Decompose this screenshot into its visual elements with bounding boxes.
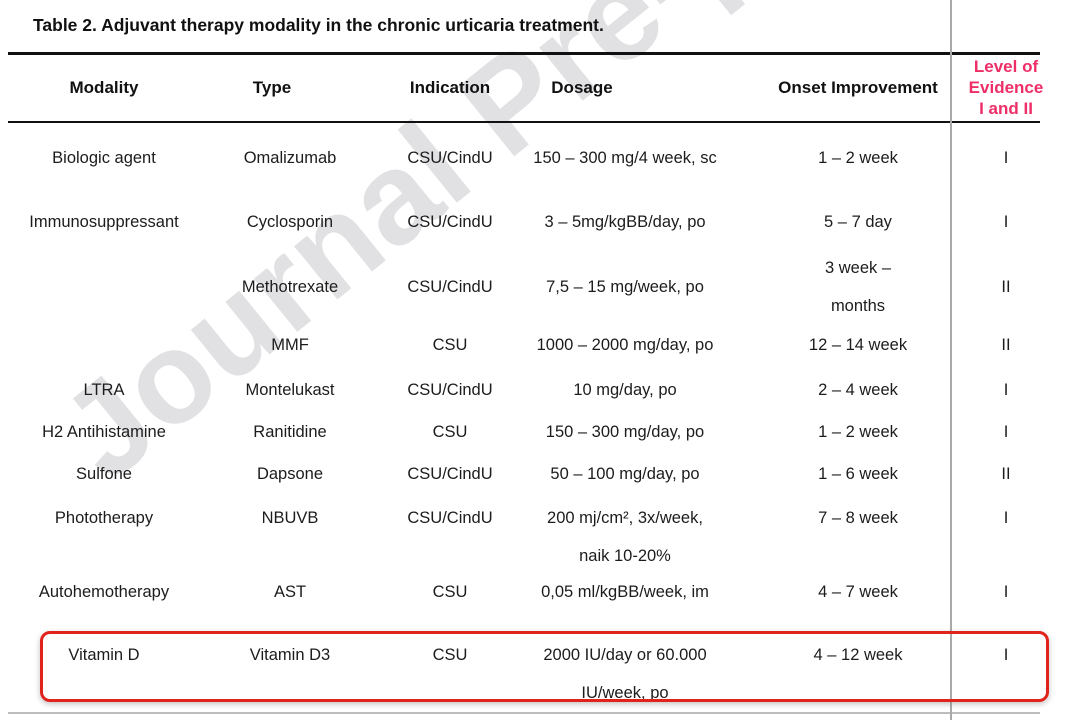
cell-evidence: I bbox=[1003, 380, 1009, 399]
cell-modality bbox=[8, 322, 200, 368]
cell-type: Ranitidine bbox=[253, 422, 327, 441]
cell-indication: CSU bbox=[432, 646, 468, 664]
cell-dosage: 50 – 100 mg/day, po bbox=[550, 464, 700, 483]
cell-onset: 2 – 4 week bbox=[818, 380, 898, 399]
cell-evidence: II bbox=[1001, 278, 1011, 296]
cell-modality: Phototherapy bbox=[54, 509, 154, 527]
cell-modality: H2 Antihistamine bbox=[42, 422, 166, 441]
cell-evidence: II bbox=[1001, 336, 1011, 354]
cell-indication: CSU/CindU bbox=[407, 148, 493, 167]
cell-indication: CSU bbox=[432, 336, 468, 354]
cell-onset: 1 – 2 week bbox=[818, 422, 898, 441]
cell-modality: Biologic agent bbox=[52, 148, 156, 167]
cell-modality: Autohemotherapy bbox=[38, 583, 170, 601]
table-header-rule bbox=[8, 121, 1040, 123]
table-header-row: Modality Type Indication Dosage Onset Im… bbox=[8, 54, 1056, 121]
cell-dosage: 7,5 – 15 mg/week, po bbox=[546, 278, 704, 296]
cell-onset: 4 – 7 week bbox=[818, 583, 898, 601]
cell-indication: CSU/CindU bbox=[407, 213, 493, 231]
cell-indication: CSU bbox=[432, 422, 468, 441]
cell-type: NBUVB bbox=[261, 509, 319, 527]
cell-evidence: I bbox=[1003, 148, 1009, 167]
table-row: MMF CSU 1000 – 2000 mg/day, po 12 – 14 w… bbox=[8, 322, 1056, 368]
table-top-rule bbox=[8, 52, 1040, 55]
column-header-type: Type bbox=[252, 78, 292, 97]
cell-evidence: I bbox=[1003, 583, 1009, 601]
table-title: Table 2. Adjuvant therapy modality in th… bbox=[33, 15, 604, 35]
cell-modality: LTRA bbox=[83, 380, 125, 399]
column-header-modality: Modality bbox=[69, 78, 139, 97]
cell-evidence: I bbox=[1003, 509, 1009, 527]
cell-type: Vitamin D3 bbox=[249, 646, 331, 664]
cell-modality: Immunosuppressant bbox=[29, 213, 179, 231]
cell-onset: 5 – 7 day bbox=[824, 213, 892, 231]
cell-type: Cyclosporin bbox=[246, 213, 334, 231]
cell-onset: 12 – 14 week bbox=[808, 336, 908, 354]
cell-indication: CSU bbox=[432, 583, 468, 601]
cell-dosage: 3 – 5mg/kgBB/day, po bbox=[544, 213, 706, 231]
cell-evidence: I bbox=[1003, 213, 1009, 231]
cell-onset: 3 week – months bbox=[824, 259, 892, 315]
cell-dosage: 0,05 ml/kgBB/week, im bbox=[541, 583, 709, 601]
column-header-evidence: Level of Evidence I and II bbox=[968, 57, 1044, 118]
cell-onset: 1 – 6 week bbox=[818, 464, 898, 483]
cell-type: Omalizumab bbox=[243, 148, 337, 167]
cell-evidence: II bbox=[1001, 464, 1011, 483]
cell-dosage: 150 – 300 mg/4 week, sc bbox=[533, 148, 717, 167]
cell-dosage: 150 – 300 mg/day, po bbox=[545, 422, 705, 441]
page-divider-line bbox=[950, 0, 952, 720]
cell-indication: CSU/CindU bbox=[407, 509, 493, 527]
cell-type: Montelukast bbox=[245, 380, 335, 399]
cell-evidence: I bbox=[1003, 646, 1009, 664]
column-header-onset: Onset Improvement bbox=[778, 78, 938, 97]
cell-type: Methotrexate bbox=[241, 278, 339, 296]
table-row: Methotrexate CSU/CindU 7,5 – 15 mg/week,… bbox=[8, 252, 1056, 322]
cell-indication: CSU/CindU bbox=[407, 278, 493, 296]
cell-dosage: 2000 IU/day or 60.000 IU/week, po bbox=[543, 646, 707, 702]
highlight-annotation-box bbox=[40, 631, 1049, 702]
table-body: Biologic agent Omalizumab CSU/CindU 150 … bbox=[8, 123, 1056, 712]
cell-onset: 4 – 12 week bbox=[813, 646, 903, 664]
cell-type: Dapsone bbox=[256, 464, 324, 483]
table-row: Immunosuppressant Cyclosporin CSU/CindU … bbox=[8, 192, 1056, 252]
column-header-indication: Indication bbox=[409, 78, 491, 97]
table-row-highlighted: Vitamin D Vitamin D3 CSU 2000 IU/day or … bbox=[8, 612, 1056, 712]
table-row: Sulfone Dapsone CSU/CindU 50 – 100 mg/da… bbox=[8, 452, 1056, 495]
table-row: Biologic agent Omalizumab CSU/CindU 150 … bbox=[8, 123, 1056, 192]
cell-onset: 1 – 2 week bbox=[818, 148, 898, 167]
table-row: LTRA Montelukast CSU/CindU 10 mg/day, po… bbox=[8, 368, 1056, 411]
cell-modality bbox=[8, 252, 200, 322]
table-row: Autohemotherapy AST CSU 0,05 ml/kgBB/wee… bbox=[8, 572, 1056, 612]
cell-dosage: 1000 – 2000 mg/day, po bbox=[536, 336, 714, 354]
cell-evidence: I bbox=[1003, 422, 1009, 441]
table-bottom-rule bbox=[8, 712, 1040, 714]
cell-modality: Sulfone bbox=[76, 464, 132, 483]
cell-type: MMF bbox=[271, 336, 309, 354]
cell-indication: CSU/CindU bbox=[407, 464, 493, 483]
table-row: Phototherapy NBUVB CSU/CindU 200 mj/cm²,… bbox=[8, 495, 1056, 572]
cell-modality: Vitamin D bbox=[68, 646, 140, 664]
cell-dosage: 200 mj/cm², 3x/week, naik 10-20% bbox=[547, 509, 703, 565]
cell-type: AST bbox=[273, 583, 307, 601]
cell-dosage: 10 mg/day, po bbox=[573, 380, 677, 399]
table-row: H2 Antihistamine Ranitidine CSU 150 – 30… bbox=[8, 411, 1056, 452]
cell-indication: CSU/CindU bbox=[407, 380, 493, 399]
cell-onset: 7 – 8 week bbox=[818, 509, 898, 527]
column-header-dosage: Dosage bbox=[551, 78, 613, 97]
